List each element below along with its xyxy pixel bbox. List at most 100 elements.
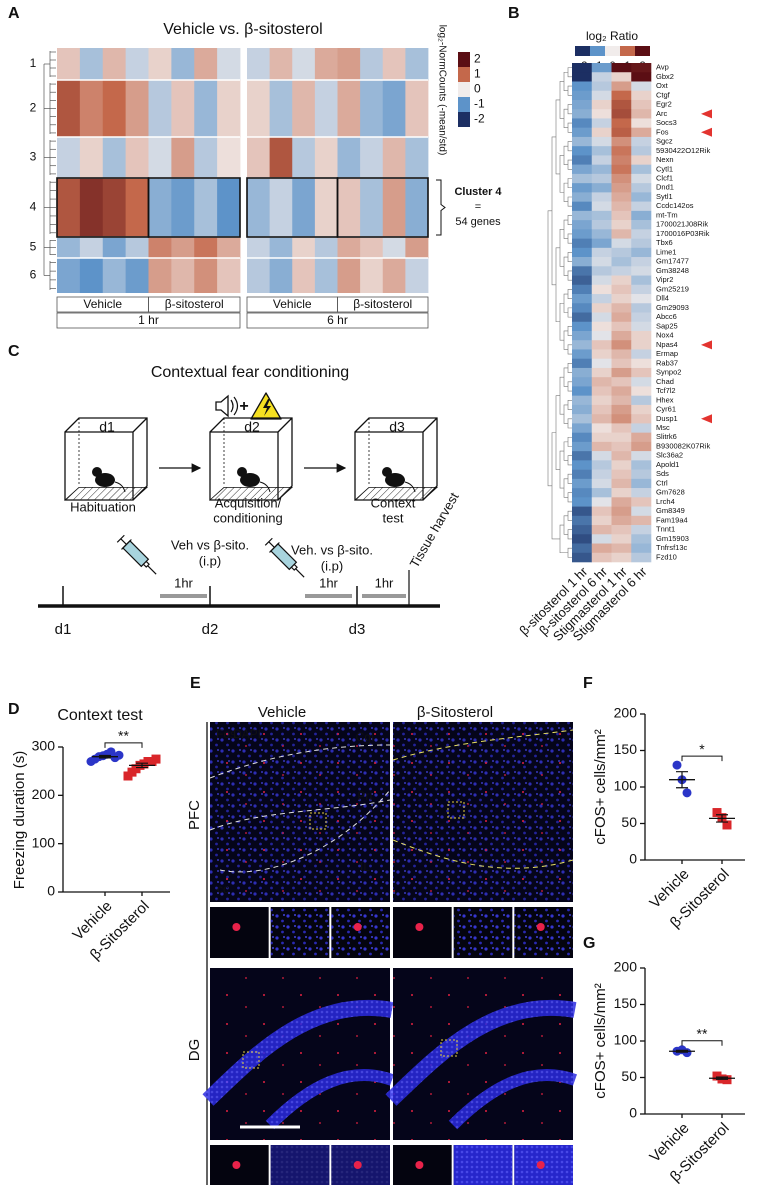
dendrogram xyxy=(567,122,572,133)
granule-layer xyxy=(448,1069,578,1130)
heatmap-cell xyxy=(591,127,612,138)
heatmap-cell xyxy=(591,414,612,424)
heatmap-cell xyxy=(360,178,384,237)
dendrogram xyxy=(567,215,572,226)
colorbar-tick: 1 xyxy=(474,67,481,81)
cluster-note: = xyxy=(475,201,481,213)
heatmap-cell xyxy=(337,80,361,137)
heatmap-cell xyxy=(611,432,632,443)
interval-label: 1hr xyxy=(174,575,193,590)
column-label: β-Sitosterol xyxy=(417,704,493,721)
group-box xyxy=(337,296,429,313)
heatmap-cell xyxy=(102,237,127,258)
heatmap-cell xyxy=(591,340,612,350)
heatmap-cell xyxy=(292,237,316,258)
heatmap-cell xyxy=(572,238,593,249)
heatmap-cell xyxy=(611,441,632,452)
heatmap-cell xyxy=(631,312,652,323)
heatmap-cell xyxy=(572,99,593,110)
heatmap-cell xyxy=(405,258,429,293)
group-label: β-sitosterol xyxy=(353,297,412,311)
granule-layer xyxy=(202,999,394,1106)
colorbar-cell xyxy=(605,46,620,56)
granule-layer xyxy=(385,999,577,1106)
heatmap-cell xyxy=(572,109,593,119)
heatmap-cell xyxy=(572,312,593,323)
heatmap-cell xyxy=(57,178,81,237)
heatmap-cell xyxy=(572,247,593,258)
heatmap-cell xyxy=(611,525,632,535)
heatmap-cell xyxy=(591,478,612,489)
heatmap-cell xyxy=(631,525,652,535)
heatmap-cell xyxy=(79,258,104,293)
mouse-head xyxy=(92,467,102,477)
gene-label: Vipr2 xyxy=(656,275,673,284)
heatmap-cell xyxy=(591,303,612,313)
heatmap-cell xyxy=(572,488,593,498)
heatmap-cell xyxy=(337,237,361,258)
heatmap-cell xyxy=(631,340,652,350)
heatmap-cell xyxy=(57,137,81,178)
inset-fos xyxy=(353,1161,362,1169)
heatmap-cell xyxy=(572,164,593,175)
inset-fos xyxy=(415,923,424,931)
heatmap-cell xyxy=(591,220,612,230)
heatmap-cell xyxy=(611,497,632,507)
heatmap-cell xyxy=(382,48,406,80)
heatmap-cell xyxy=(631,478,652,489)
mouse xyxy=(385,473,405,487)
timeline-day: d3 xyxy=(349,621,366,638)
zoom-box xyxy=(447,801,465,819)
dendrogram xyxy=(563,330,568,350)
heatmap-cell xyxy=(337,178,361,237)
heatmap-cell xyxy=(314,237,338,258)
heatmap-cell xyxy=(631,192,652,202)
heatmap-cell xyxy=(611,321,632,332)
gene-label: Fzd10 xyxy=(656,552,677,561)
gene-label: Fam19a4 xyxy=(656,515,688,524)
mouse xyxy=(240,473,260,487)
gene-label: Msc xyxy=(656,423,670,432)
diagram-title: Contextual fear conditioning xyxy=(151,364,349,381)
heatmap-cell xyxy=(572,201,593,212)
heatmap-cell xyxy=(591,432,612,443)
heatmap-cell xyxy=(611,173,632,184)
dendrogram xyxy=(567,307,572,318)
heatmap-cell xyxy=(572,515,593,526)
gene-label: Chad xyxy=(656,377,674,386)
heatmap-cell xyxy=(572,266,593,276)
heatmap-cell xyxy=(631,81,652,92)
heatmap-cell xyxy=(572,497,593,507)
heatmap-cell xyxy=(591,72,612,82)
syringe xyxy=(116,534,157,575)
heatmap-cell xyxy=(591,395,612,406)
region-boundary xyxy=(209,744,391,873)
y-axis-label: Freezing duration (s) xyxy=(11,751,28,889)
y-axis-label: cFOS+ cells/mm² xyxy=(592,983,609,1098)
gene-label: Sytl1 xyxy=(656,192,673,201)
dendrogram xyxy=(567,418,572,429)
heatmap-cell xyxy=(631,63,652,73)
day-label: d1 xyxy=(99,419,115,435)
gene-label: Cyr61 xyxy=(656,405,676,414)
heatmap-cell xyxy=(611,99,632,110)
mouse-head xyxy=(382,467,392,477)
gene-label: Gm8349 xyxy=(656,506,685,515)
heatmap-cell xyxy=(591,525,612,535)
heatmap-cell xyxy=(171,178,195,237)
heatmap-cell xyxy=(631,543,652,554)
heatmap-cell xyxy=(79,237,104,258)
heatmap-cell xyxy=(591,164,612,175)
heatmap-cell xyxy=(591,534,612,544)
y-tick-label: 200 xyxy=(614,959,638,975)
heatmap-cell xyxy=(171,137,195,178)
heatmap-cell xyxy=(611,63,632,73)
dendrogram xyxy=(551,136,556,286)
inset-fos xyxy=(353,923,362,931)
row-label: DG xyxy=(186,1039,203,1062)
heatmap-cell xyxy=(572,155,593,165)
heatmap-cell xyxy=(591,266,612,276)
group-label: Vehicle xyxy=(273,297,312,311)
gene-label: Lrch4 xyxy=(656,497,675,506)
